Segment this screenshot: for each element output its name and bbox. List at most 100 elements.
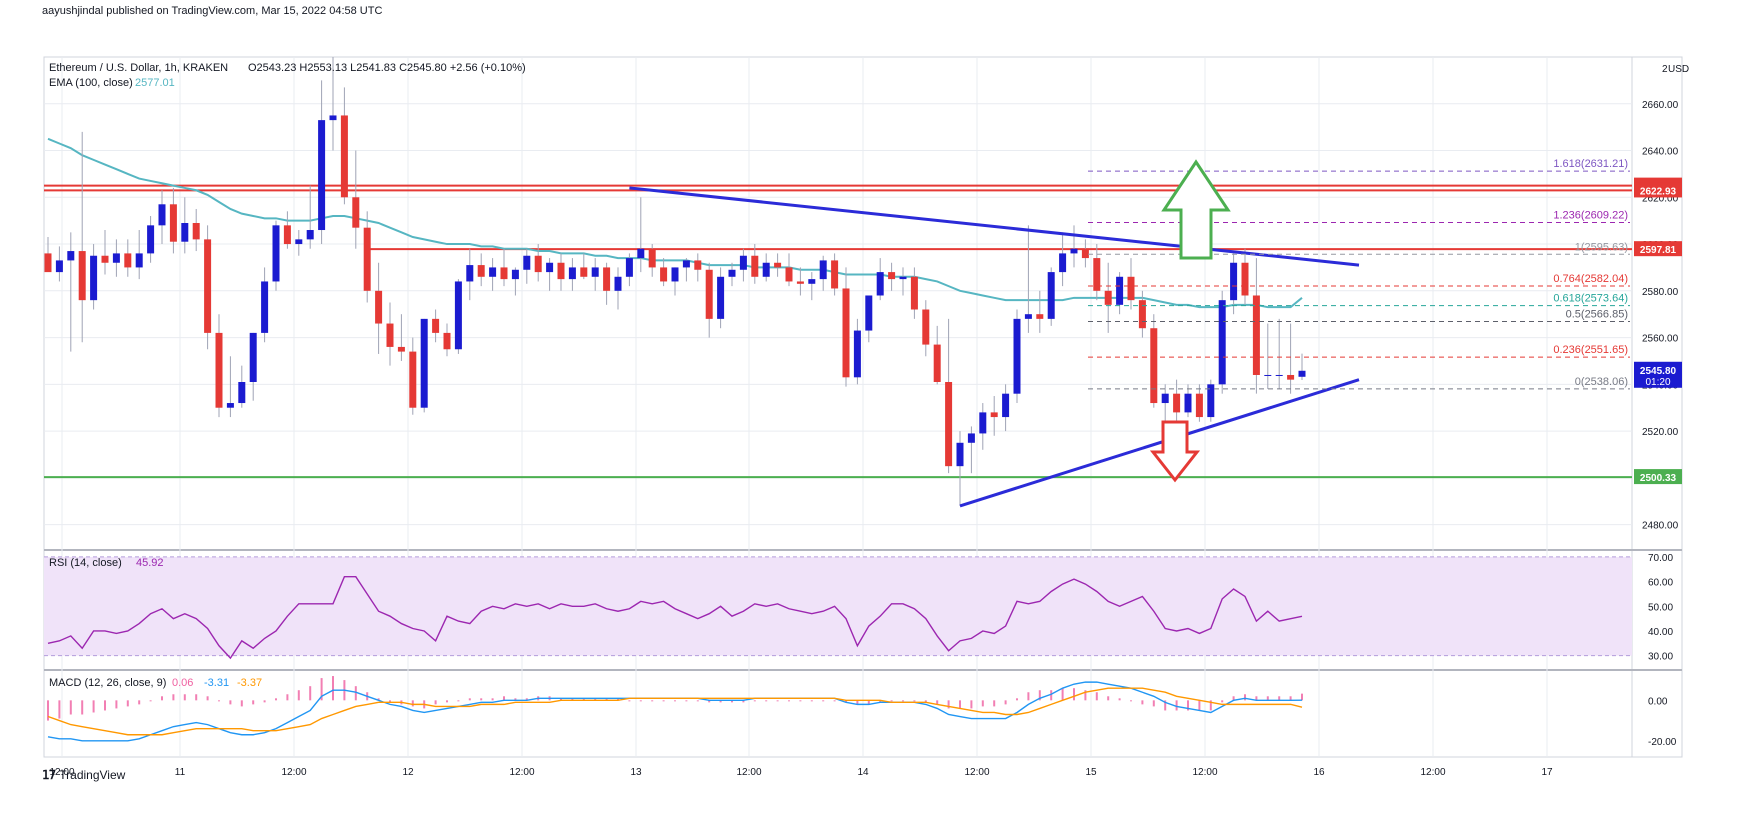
candle-body <box>660 267 668 282</box>
candle-body <box>1138 300 1146 329</box>
macd-histogram-bar <box>377 698 380 701</box>
macd-histogram-bar <box>1073 688 1075 701</box>
macd-histogram-bar <box>776 700 779 702</box>
candle-body <box>1093 258 1101 291</box>
candle-body <box>466 265 474 282</box>
candle-body <box>340 115 348 198</box>
candle-body <box>489 267 497 277</box>
candle-body <box>500 267 508 280</box>
candle-body <box>557 262 565 280</box>
candle-body <box>1013 318 1021 394</box>
candle-body <box>1161 393 1169 404</box>
price-tick-label: 2620.00 <box>1642 193 1679 204</box>
macd-histogram-bar <box>582 698 585 701</box>
fib-level-label: 0.764(2582.04) <box>1553 273 1628 285</box>
macd-histogram-bar <box>206 696 209 701</box>
macd-tick-label: -20.00 <box>1648 737 1677 748</box>
macd-histogram-bar <box>503 696 505 701</box>
candle-body <box>853 330 861 378</box>
macd-histogram-bar <box>104 700 106 711</box>
candle-body <box>933 344 941 382</box>
candle-body <box>922 309 930 345</box>
candle-body <box>169 204 177 242</box>
macd-histogram-bar <box>172 694 175 701</box>
candle-body <box>124 253 132 268</box>
candle-body <box>112 253 120 263</box>
x-tick-label: 16 <box>1313 767 1325 778</box>
macd-histogram-bar <box>993 700 996 707</box>
macd-histogram-bar <box>81 700 84 715</box>
macd-histogram-bar <box>69 700 72 715</box>
macd-histogram-bar <box>58 700 61 719</box>
candle-body <box>728 269 736 277</box>
candle-body <box>671 267 679 282</box>
macd-histogram-bar <box>1061 688 1064 701</box>
candle-body <box>1195 393 1203 418</box>
rsi-tick-label: 30.00 <box>1648 652 1673 663</box>
x-tick-label: 12:00 <box>736 767 761 778</box>
price-top-tick-label: 2 <box>1662 64 1668 75</box>
macd-histogram-bar <box>1232 696 1235 701</box>
tradingview-logo[interactable]: 𝟣𝟩 TradingView <box>42 768 125 782</box>
candle-body <box>409 351 417 408</box>
candle-body <box>1298 370 1306 377</box>
macd-histogram-bar <box>275 698 277 701</box>
macd-histogram-bar <box>628 700 631 702</box>
support-price-badge-label: 2500.33 <box>1640 473 1677 484</box>
macd-histogram-bar <box>514 698 517 701</box>
macd-histogram-bar <box>1301 693 1303 701</box>
candle-body <box>614 276 622 291</box>
candle-body <box>819 260 827 280</box>
macd-histogram-bar <box>491 698 494 701</box>
x-tick-label: 12 <box>402 767 414 778</box>
last-price-label: 2545.80 <box>1640 366 1677 377</box>
candle-body <box>375 290 383 324</box>
macd-histogram-bar <box>571 698 574 701</box>
tradingview-mark-icon: 𝟣𝟩 <box>42 768 56 782</box>
ema-legend-value: 2577.01 <box>135 77 175 89</box>
support-price-badge <box>1634 469 1682 485</box>
macd-histogram-bar <box>959 700 961 709</box>
macd-histogram-bar <box>605 698 608 701</box>
rsi-tick-label: 70.00 <box>1648 553 1673 564</box>
candle-body <box>705 269 713 319</box>
candle-body <box>1116 276 1124 305</box>
countdown-label: 01:20 <box>1645 377 1670 388</box>
macd-histogram-bar <box>1221 700 1224 703</box>
macd-histogram-bar <box>970 700 973 709</box>
macd-histogram-bar <box>309 686 312 701</box>
ema-legend-label: EMA (100, close) <box>49 77 133 89</box>
currency-label: USD <box>1668 64 1689 75</box>
fib-level-label: 1.618(2631.21) <box>1553 158 1628 170</box>
macd-histogram-bar <box>719 700 722 703</box>
candle-body <box>443 332 451 350</box>
candle-body <box>945 381 953 467</box>
macd-histogram-bar <box>115 700 118 709</box>
candle-body <box>318 120 326 231</box>
macd-histogram-bar <box>286 694 289 701</box>
macd-histogram-bar <box>708 700 711 703</box>
rsi-band <box>44 556 1632 656</box>
candle-body <box>1264 374 1272 376</box>
macd-histogram-bar <box>1209 700 1212 711</box>
candle-body <box>967 433 975 443</box>
macd-macd-line <box>47 681 1303 742</box>
x-tick-label: 12:00 <box>509 767 534 778</box>
macd-histogram-bar <box>890 700 893 702</box>
candle-body <box>261 281 269 333</box>
up-arrow-icon <box>1161 159 1231 260</box>
price-tick-label: 2580.00 <box>1642 287 1679 298</box>
candle-body <box>352 197 360 228</box>
candle-body <box>568 267 576 280</box>
macd-histogram-bar <box>810 700 813 702</box>
candle-body <box>1230 262 1238 301</box>
macd-histogram-bar <box>696 700 699 702</box>
candle-body <box>226 403 234 408</box>
candle-body <box>101 255 109 263</box>
candle-body <box>694 260 702 270</box>
macd-histogram-bar <box>446 700 448 703</box>
resistance-price-badge <box>1634 241 1682 257</box>
price-tick-label: 2560.00 <box>1642 334 1679 345</box>
candle-body <box>192 223 200 240</box>
